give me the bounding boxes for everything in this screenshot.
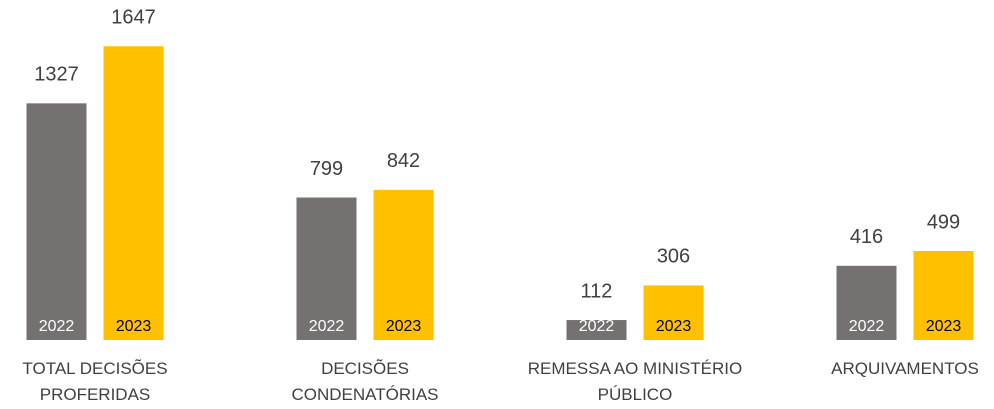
data-label: 416	[850, 226, 883, 248]
data-label: 799	[310, 158, 343, 180]
bar	[566, 320, 627, 340]
data-label: 842	[387, 150, 420, 172]
x-tick-label: REMESSA AO MINISTÉRIO PÚBLICO	[527, 359, 743, 404]
series-label: 2023	[386, 318, 422, 335]
x-tick-label: TOTAL DECISÕES PROFERIDAS	[22, 359, 168, 404]
data-label: 1647	[111, 7, 156, 29]
x-tick-label: DECISÕES CONDENATÓRIAS	[291, 359, 439, 404]
bar	[913, 251, 974, 340]
series-label: 2023	[656, 318, 692, 335]
series-label: 2022	[39, 318, 75, 335]
data-label: 112	[581, 280, 613, 302]
x-tick-label: ARQUIVAMENTOS	[831, 359, 979, 378]
data-label: 306	[657, 246, 690, 268]
bar	[296, 197, 357, 340]
bar	[373, 189, 434, 340]
series-label: 2023	[926, 318, 962, 335]
series-label: 2022	[309, 318, 345, 335]
bar	[836, 265, 897, 340]
series-label: 2022	[579, 318, 615, 335]
data-label: 1327	[34, 64, 79, 86]
bar	[26, 103, 87, 340]
data-label: 499	[927, 211, 960, 233]
series-label: 2022	[849, 318, 885, 335]
bar	[103, 46, 164, 340]
series-label: 2023	[116, 318, 152, 335]
bar	[643, 285, 704, 340]
